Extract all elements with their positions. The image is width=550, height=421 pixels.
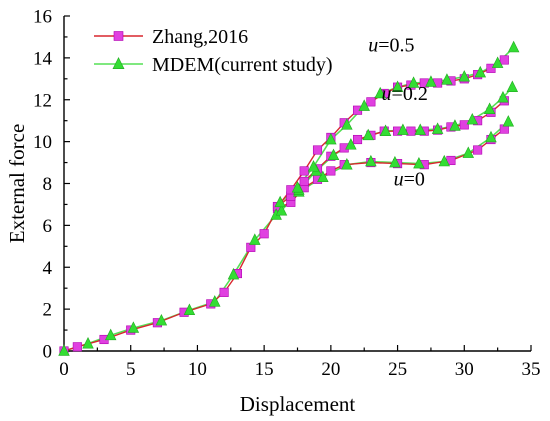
zhang-point: [72, 342, 82, 352]
mdem-point: [82, 337, 94, 349]
mdem-point: [466, 112, 479, 125]
legend-zhang-marker: [113, 31, 124, 41]
mdem-point: [462, 146, 475, 158]
mdem-point: [249, 233, 261, 245]
mdem-line: [63, 121, 509, 352]
zhang-point: [299, 176, 309, 186]
mdem-point: [183, 303, 196, 315]
y-axis-title: External force: [5, 124, 29, 244]
zhang-point: [459, 120, 469, 130]
mdem-point: [413, 156, 425, 169]
y-tick-label: 14: [33, 48, 53, 69]
y-tick-label: 10: [33, 132, 52, 153]
x-tick-label: 0: [59, 359, 69, 380]
legend: Zhang,2016 MDEM(current study): [94, 26, 333, 76]
mdem-point: [358, 99, 370, 111]
mdem-point: [227, 267, 240, 280]
mdem-point: [506, 80, 519, 92]
axes: 0 5 10 15 20 25 30 35 0 2 4 6 8 10 12 14 16: [33, 7, 541, 381]
y-tick-label: 16: [33, 7, 52, 28]
mdem-point: [491, 56, 504, 68]
zhang-point: [352, 134, 363, 145]
mdem-point: [275, 204, 288, 216]
case-annotation: u=0: [394, 169, 425, 191]
mdem-point: [127, 321, 140, 333]
mdem-point: [345, 138, 357, 150]
y-tick-label: 4: [43, 258, 53, 279]
mdem-point: [209, 295, 221, 307]
mdem-point: [155, 313, 168, 326]
case-annotation: u=0.2: [382, 83, 428, 105]
mdem-point: [414, 123, 426, 135]
y-tick-label: 0: [43, 342, 53, 363]
y-tick-label: 12: [33, 90, 52, 111]
y-tick-label: 8: [43, 174, 53, 195]
x-tick-label: 5: [126, 359, 136, 380]
x-tick-label: 20: [321, 359, 340, 380]
mdem-point: [485, 130, 497, 143]
mdem-point: [379, 124, 392, 136]
mdem-point: [483, 102, 496, 114]
mdem-point: [104, 328, 117, 341]
x-tick-label: 30: [455, 359, 474, 380]
x-tick-label: 25: [388, 359, 407, 380]
mdem-point: [407, 76, 420, 88]
zhang-point: [259, 229, 269, 239]
zhang-point: [219, 287, 229, 297]
x-tick-label: 15: [255, 359, 274, 380]
mdem-point: [327, 148, 340, 161]
mdem-point: [325, 132, 337, 145]
legend-mdem-marker: [112, 57, 125, 70]
mdem-point: [441, 73, 453, 85]
mdem-point: [362, 128, 374, 141]
mdem-point: [425, 75, 437, 87]
series-layer: [58, 40, 520, 356]
legend-mdem-label: MDEM(current study): [152, 54, 333, 76]
mdem-point: [374, 86, 386, 99]
mdem-point: [507, 40, 520, 53]
mdem-point: [438, 154, 451, 167]
mdem-point: [365, 154, 377, 167]
mdem-point: [449, 119, 461, 131]
mdem-point: [502, 115, 515, 127]
annotations: u=0.5 u=0.2 u=0: [368, 35, 428, 191]
zhang-point: [366, 97, 376, 107]
mdem-point: [391, 80, 404, 92]
zhang-point: [299, 166, 309, 176]
y-tick-label: 2: [43, 300, 53, 321]
mdem-point: [291, 181, 304, 193]
case-annotation: u=0.5: [368, 35, 414, 57]
mdem-point: [274, 195, 286, 208]
mdem-point: [58, 344, 70, 356]
zhang-point: [326, 166, 336, 176]
mdem-point: [317, 170, 329, 183]
mdem-point: [389, 155, 401, 168]
zhang-point: [473, 145, 483, 155]
zhang-point: [486, 63, 496, 73]
mdem-point: [341, 118, 353, 130]
mdem-point: [497, 91, 509, 103]
mdem-point: [341, 158, 353, 170]
zhang-line: [63, 128, 505, 352]
mdem-point: [474, 65, 487, 78]
y-tick-label: 6: [43, 216, 53, 237]
legend-zhang-label: Zhang,2016: [152, 26, 248, 48]
mdem-point: [431, 122, 444, 134]
mdem-point: [397, 123, 409, 135]
x-tick-label: 10: [188, 359, 207, 380]
zhang-point: [499, 55, 509, 65]
mdem-point: [458, 70, 471, 82]
x-tick-label: 35: [522, 359, 541, 380]
mdem-point: [307, 160, 320, 172]
x-axis-title: Displacement: [240, 392, 356, 416]
zhang-point: [312, 145, 323, 155]
